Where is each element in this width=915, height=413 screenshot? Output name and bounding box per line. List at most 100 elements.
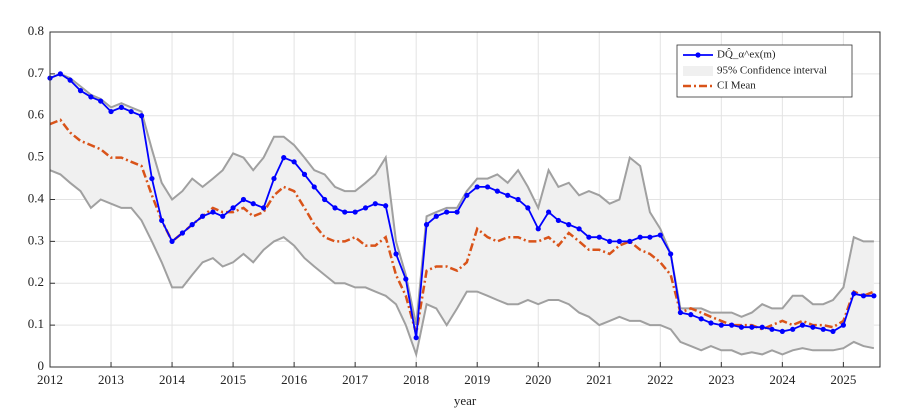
legend-swatch: [683, 66, 713, 76]
dq-marker: [250, 201, 256, 207]
ci-upper: [49, 72, 874, 326]
x-tick-label: 2017: [342, 372, 369, 387]
dq-marker: [546, 209, 552, 215]
dq-marker: [352, 209, 358, 215]
dq-marker: [220, 213, 226, 219]
dq-marker: [759, 324, 765, 330]
dq-marker: [433, 213, 439, 219]
legend-label: 95% Confidence interval: [717, 65, 827, 77]
dq-marker: [423, 222, 430, 228]
dq-marker: [128, 108, 134, 115]
dq-marker: [444, 209, 450, 215]
dq-marker: [240, 196, 247, 203]
x-tick-label: 2024: [769, 372, 796, 387]
y-tick-label: 0.3: [28, 232, 44, 247]
y-tick-label: 0.1: [28, 316, 44, 331]
legend-marker: [695, 52, 701, 58]
x-tick-label: 2015: [220, 372, 246, 387]
dq-marker: [342, 209, 348, 215]
dq-marker: [494, 188, 500, 194]
dq-marker: [57, 71, 63, 77]
dq-marker: [576, 226, 582, 232]
dq-marker: [454, 209, 460, 215]
dq-marker: [169, 238, 175, 244]
dq-marker: [108, 108, 114, 115]
x-tick-label: 2020: [525, 372, 551, 387]
dq-marker: [555, 217, 561, 224]
dq-marker: [596, 234, 602, 240]
x-tick-label: 2025: [830, 372, 856, 387]
dq-marker: [586, 234, 592, 240]
dq-marker: [657, 232, 663, 238]
x-tick-label: 2014: [159, 372, 186, 387]
dq-marker: [718, 322, 724, 328]
dq-marker: [525, 205, 531, 211]
dq-marker: [677, 309, 684, 316]
dq-marker: [149, 175, 155, 182]
dq-marker: [332, 205, 338, 211]
dq-marker: [413, 335, 419, 341]
dq-marker: [311, 184, 317, 190]
dq-marker: [820, 326, 826, 332]
dq-marker: [118, 104, 125, 110]
dq-marker: [98, 98, 104, 104]
dq-marker: [362, 205, 369, 211]
ci-band: [50, 73, 874, 355]
x-tick-label: 2018: [403, 372, 429, 387]
dq-marker: [779, 328, 785, 335]
dq-marker: [810, 324, 816, 330]
dq-marker: [291, 159, 297, 165]
dq-marker: [199, 213, 206, 219]
dq-marker: [799, 322, 806, 328]
y-tick-label: 0.5: [28, 149, 44, 164]
dq-marker: [607, 238, 613, 244]
dq-marker: [535, 226, 541, 232]
dq-marker: [210, 209, 216, 215]
dq-marker: [851, 291, 857, 297]
dq-marker: [189, 222, 195, 228]
dq-marker: [88, 94, 94, 100]
dq-marker: [840, 322, 846, 328]
dq-marker: [738, 324, 745, 330]
dq-marker: [860, 293, 867, 299]
y-tick-label: 0.8: [28, 23, 44, 38]
dq-marker: [688, 312, 694, 318]
legend-label: DQ̂_α^ex(m): [717, 47, 776, 60]
dq-line: [49, 72, 874, 338]
x-tick-label: 2016: [281, 372, 308, 387]
ci-lower: [49, 169, 875, 359]
y-tick-label: 0: [38, 358, 45, 373]
dq-marker: [464, 192, 470, 198]
dq-marker: [393, 251, 399, 257]
dq-marker: [505, 192, 511, 198]
dq-marker: [637, 234, 643, 240]
x-axis-label: year: [454, 393, 477, 408]
dq-marker: [383, 203, 389, 209]
dq-marker: [790, 326, 796, 332]
y-tick-label: 0.2: [28, 274, 44, 289]
dq-marker: [698, 316, 704, 322]
dq-marker: [403, 276, 409, 282]
dq-marker: [372, 201, 378, 207]
dq-marker: [647, 234, 653, 240]
dq-marker: [67, 77, 73, 83]
dq-marker: [627, 238, 633, 244]
dq-marker: [566, 222, 572, 228]
dq-marker: [515, 196, 521, 203]
dq-marker: [616, 238, 623, 244]
dq-marker: [871, 293, 877, 299]
x-tick-label: 2019: [464, 372, 490, 387]
dq-marker: [281, 155, 287, 161]
dq-marker: [484, 184, 491, 190]
dq-marker: [474, 184, 480, 190]
dq-marker: [301, 171, 308, 177]
x-tick-label: 2012: [37, 372, 63, 387]
x-tick-label: 2022: [647, 372, 673, 387]
dq-marker: [179, 230, 186, 236]
x-tick-label: 2013: [98, 372, 124, 387]
plot-frame: [49, 31, 881, 368]
legend-label: CI Mean: [717, 80, 756, 92]
y-tick-label: 0.7: [28, 65, 45, 80]
dq-marker: [261, 205, 267, 211]
